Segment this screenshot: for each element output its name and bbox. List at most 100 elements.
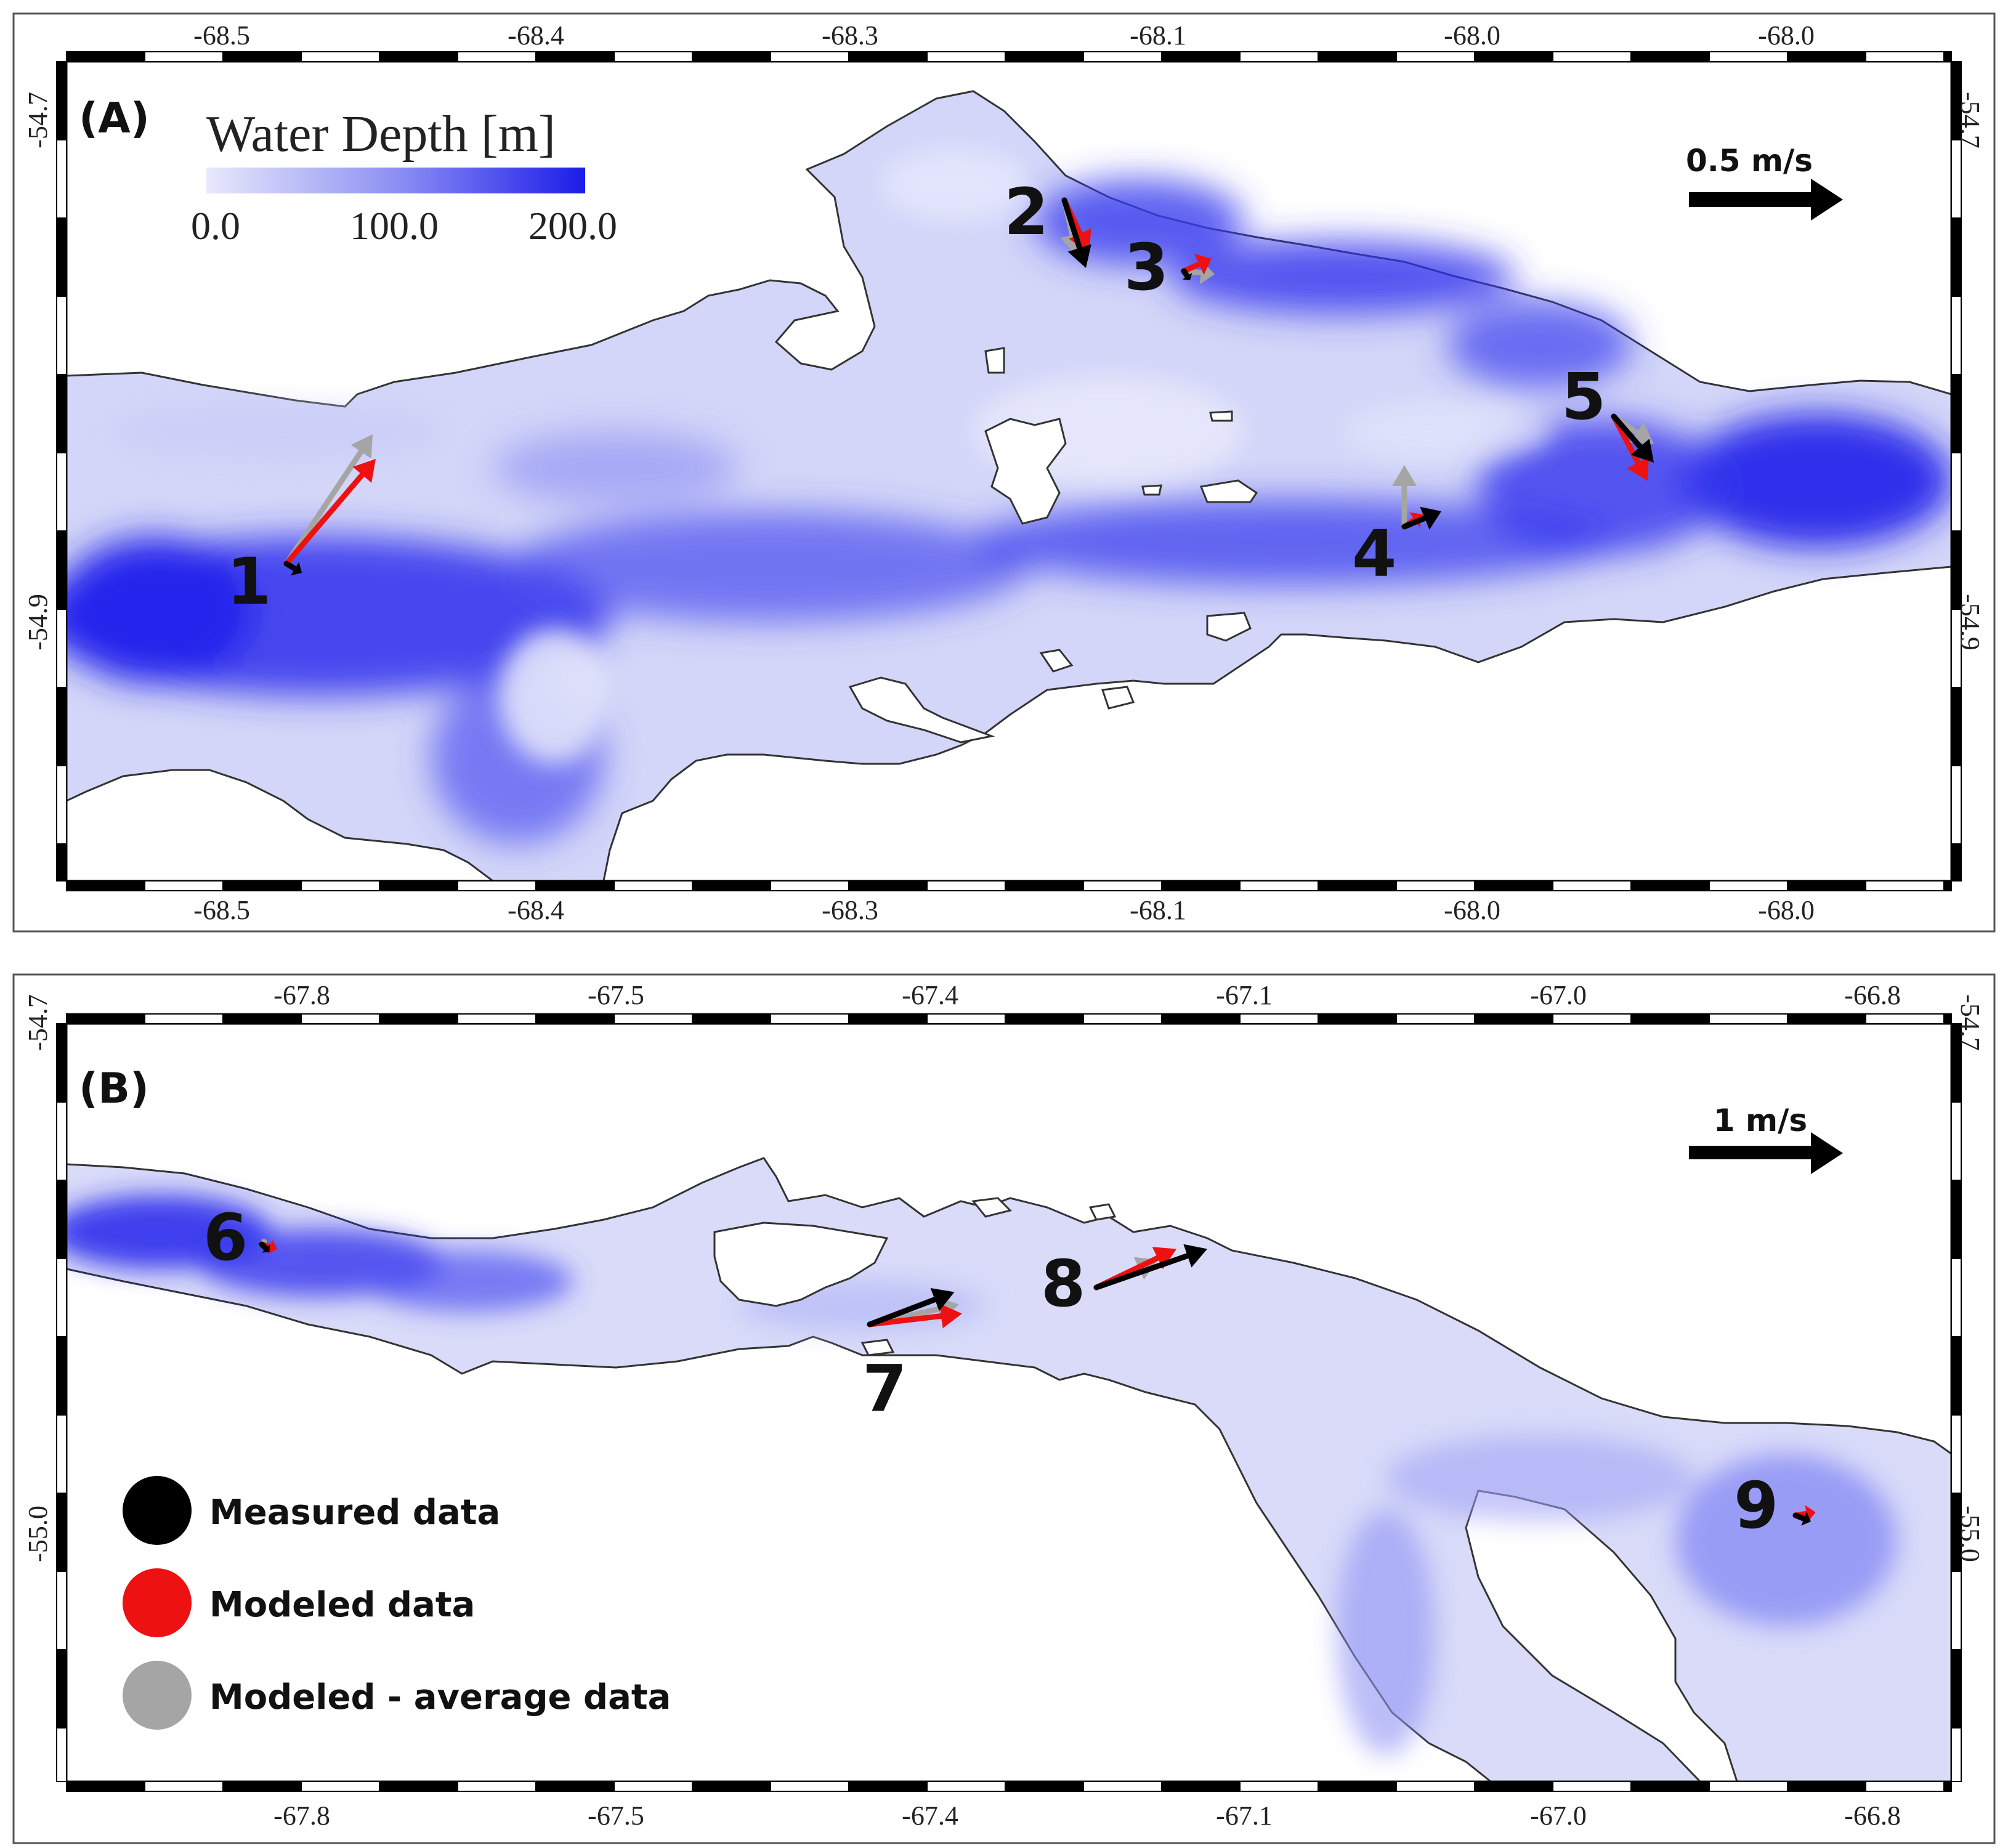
frame-tick xyxy=(56,217,67,297)
average-vector-head xyxy=(350,434,373,459)
panel-a-map xyxy=(67,62,1951,881)
bottom-tick-label: -68.0 xyxy=(1758,895,1815,925)
frame-tick xyxy=(1318,880,1397,891)
frame-tick xyxy=(56,61,67,140)
panel-b-label: (B) xyxy=(79,1064,149,1113)
frame-tick xyxy=(1474,51,1553,62)
frame-tick xyxy=(613,880,693,891)
measured-vector-shaft xyxy=(1611,413,1643,450)
top-tick-label: -68.5 xyxy=(193,20,250,51)
frame-tick xyxy=(1951,1571,1962,1650)
frame-tick xyxy=(56,765,67,845)
measured-vector-shaft xyxy=(1401,515,1428,530)
right-tick-label: -54.7 xyxy=(1955,994,1985,1051)
frame-tick xyxy=(144,1781,224,1792)
frame-tick xyxy=(379,1781,458,1792)
frame-tick xyxy=(1083,880,1162,891)
top-tick-label: -67.8 xyxy=(273,980,330,1010)
panel-b-islands xyxy=(713,1197,1117,1356)
panel-b-map xyxy=(67,1024,1951,1781)
vector-legend: Measured data Modeled data Modeled - ave… xyxy=(123,1476,671,1730)
frame-tick xyxy=(1239,1013,1319,1024)
frame-tick xyxy=(1474,880,1553,891)
frame-tick xyxy=(301,880,380,891)
frame-tick xyxy=(692,51,771,62)
frame-tick xyxy=(66,51,145,62)
frame-tick xyxy=(56,609,67,688)
frame-tick xyxy=(1318,1013,1397,1024)
frame-tick xyxy=(222,1781,302,1792)
modeled-vector-shaft xyxy=(283,472,365,567)
frame-tick xyxy=(1161,1013,1241,1024)
frame-tick xyxy=(56,1414,67,1494)
panel-a-scale: 0.5 m/s xyxy=(1686,143,1843,221)
frame-tick xyxy=(222,51,302,62)
left-tick-label: -54.7 xyxy=(23,92,53,148)
frame-tick xyxy=(1396,1013,1475,1024)
frame-tick xyxy=(848,51,928,62)
frame-tick xyxy=(379,880,458,891)
frame-tick xyxy=(301,51,380,62)
panel-a-top-ticks: -68.5 -68.4 -68.3 -68.1 -68.0 -68.0 xyxy=(193,20,1815,51)
right-tick-label: -54.7 xyxy=(1955,92,1985,148)
panel-a-label: (A) xyxy=(79,94,150,143)
frame-tick xyxy=(1709,880,1788,891)
measured-vector-shaft xyxy=(259,1241,269,1252)
frame-tick xyxy=(66,880,145,891)
frame-tick xyxy=(56,1571,67,1650)
frame-tick xyxy=(1396,51,1475,62)
frame-tick xyxy=(457,1013,536,1024)
frame-tick xyxy=(613,1781,693,1792)
frame-tick xyxy=(1951,1180,1962,1259)
bottom-tick-label: -68.5 xyxy=(193,895,250,925)
top-tick-label: -68.0 xyxy=(1758,20,1815,51)
measured-vector-shaft xyxy=(867,1297,938,1327)
panel-a: -68.5 -68.4 -68.3 -68.1 -68.0 -68.0 -68.… xyxy=(12,12,1996,933)
frame-tick xyxy=(1865,880,1945,891)
frame-tick xyxy=(848,1013,928,1024)
frame-tick xyxy=(1083,1781,1162,1792)
left-tick-label: -54.9 xyxy=(23,594,53,650)
panel-b-vectors xyxy=(259,1238,1816,1526)
frame-tick xyxy=(1161,51,1241,62)
frame-tick xyxy=(1951,452,1962,532)
frame-tick xyxy=(926,1781,1006,1792)
panel-b-frame-ticks xyxy=(56,1013,1962,1792)
frame-tick xyxy=(1787,880,1866,891)
frame-tick xyxy=(1239,51,1319,62)
frame-tick xyxy=(56,139,67,219)
frame-tick xyxy=(1951,1336,1962,1416)
frame-tick xyxy=(1474,1781,1553,1792)
frame-tick xyxy=(926,51,1006,62)
measured-vector-head xyxy=(262,1244,270,1253)
frame-tick xyxy=(56,1101,67,1181)
legend-swatch-modeled xyxy=(123,1568,192,1637)
top-tick-label: -68.0 xyxy=(1444,20,1500,51)
frame-tick xyxy=(301,1013,380,1024)
measured-vector-shaft xyxy=(283,561,298,572)
frame-tick xyxy=(1951,843,1962,881)
frame-tick xyxy=(1005,880,1084,891)
bottom-tick-label: -68.4 xyxy=(508,895,564,925)
frame-tick xyxy=(1951,374,1962,453)
frame-tick xyxy=(144,51,224,62)
top-tick-label: -67.4 xyxy=(902,980,958,1010)
frame-tick xyxy=(144,880,224,891)
panel-a-frame-ticks xyxy=(56,51,1962,891)
frame-tick xyxy=(66,1013,145,1024)
frame-tick xyxy=(144,1013,224,1024)
station-label: 1 xyxy=(227,544,271,619)
frame-tick xyxy=(692,1781,771,1792)
frame-tick xyxy=(56,1649,67,1728)
measured-vector-head xyxy=(930,1287,955,1311)
bottom-tick-label: -66.8 xyxy=(1844,1801,1901,1831)
frame-tick xyxy=(1951,217,1962,297)
measured-vector-shaft xyxy=(1181,268,1190,279)
frame-tick xyxy=(1552,51,1632,62)
modeled-vector-shaft xyxy=(867,1313,944,1327)
frame-tick xyxy=(1161,1781,1241,1792)
frame-tick xyxy=(1318,51,1397,62)
frame-tick xyxy=(535,1013,615,1024)
frame-tick xyxy=(1083,1013,1162,1024)
